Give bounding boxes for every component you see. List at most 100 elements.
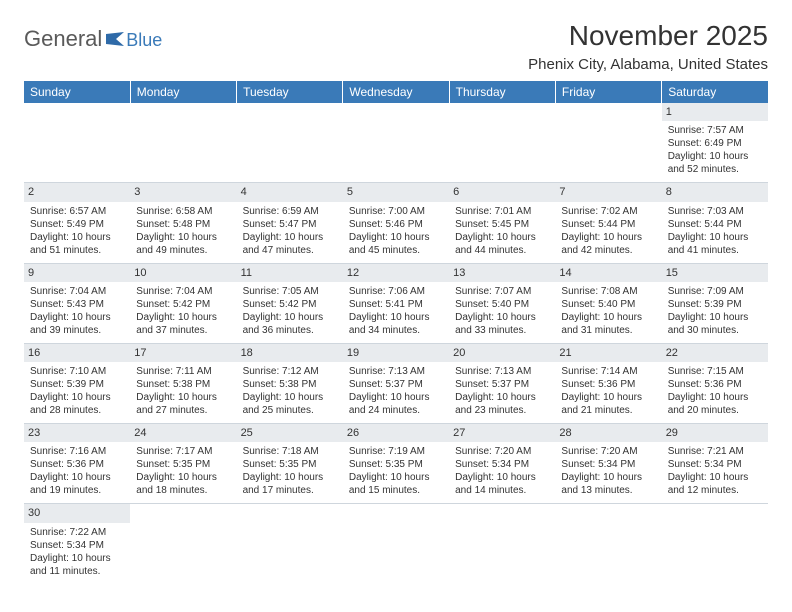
sunrise-text: Sunrise: 7:21 AM: [668, 445, 762, 458]
calendar-day: 4Sunrise: 6:59 AMSunset: 5:47 PMDaylight…: [237, 183, 343, 263]
daylight-text: and 25 minutes.: [243, 404, 337, 417]
day-number: 8: [662, 183, 768, 201]
sunset-text: Sunset: 5:38 PM: [136, 378, 230, 391]
sunrise-text: Sunrise: 7:18 AM: [243, 445, 337, 458]
day-number: 16: [24, 344, 130, 362]
daylight-text: Daylight: 10 hours: [349, 231, 443, 244]
daylight-text: Daylight: 10 hours: [349, 391, 443, 404]
calendar-empty: [662, 504, 768, 584]
calendar-day: 29Sunrise: 7:21 AMSunset: 5:34 PMDayligh…: [662, 424, 768, 504]
daylight-text: and 51 minutes.: [30, 244, 124, 257]
day-number: 21: [555, 344, 661, 362]
calendar-day: 22Sunrise: 7:15 AMSunset: 5:36 PMDayligh…: [662, 343, 768, 423]
day-number: 15: [662, 264, 768, 282]
calendar-day: 17Sunrise: 7:11 AMSunset: 5:38 PMDayligh…: [130, 343, 236, 423]
calendar-empty: [24, 103, 130, 183]
sunset-text: Sunset: 5:39 PM: [30, 378, 124, 391]
day-number: 5: [343, 183, 449, 201]
daylight-text: and 12 minutes.: [668, 484, 762, 497]
daylight-text: and 19 minutes.: [30, 484, 124, 497]
calendar-day: 13Sunrise: 7:07 AMSunset: 5:40 PMDayligh…: [449, 263, 555, 343]
calendar-week: 2Sunrise: 6:57 AMSunset: 5:49 PMDaylight…: [24, 183, 768, 263]
calendar-day: 28Sunrise: 7:20 AMSunset: 5:34 PMDayligh…: [555, 424, 661, 504]
calendar-day: 11Sunrise: 7:05 AMSunset: 5:42 PMDayligh…: [237, 263, 343, 343]
daylight-text: Daylight: 10 hours: [136, 231, 230, 244]
sunrise-text: Sunrise: 7:09 AM: [668, 285, 762, 298]
day-number: 24: [130, 424, 236, 442]
sunset-text: Sunset: 5:37 PM: [455, 378, 549, 391]
sunset-text: Sunset: 5:35 PM: [243, 458, 337, 471]
calendar-empty: [343, 504, 449, 584]
calendar-day: 12Sunrise: 7:06 AMSunset: 5:41 PMDayligh…: [343, 263, 449, 343]
sunset-text: Sunset: 5:49 PM: [30, 218, 124, 231]
day-number: 22: [662, 344, 768, 362]
daylight-text: Daylight: 10 hours: [30, 311, 124, 324]
daylight-text: Daylight: 10 hours: [668, 391, 762, 404]
day-number: 4: [237, 183, 343, 201]
sunset-text: Sunset: 5:36 PM: [561, 378, 655, 391]
sunset-text: Sunset: 5:34 PM: [30, 539, 124, 552]
daylight-text: and 41 minutes.: [668, 244, 762, 257]
sunrise-text: Sunrise: 7:14 AM: [561, 365, 655, 378]
daylight-text: and 30 minutes.: [668, 324, 762, 337]
daylight-text: Daylight: 10 hours: [30, 391, 124, 404]
sunset-text: Sunset: 5:38 PM: [243, 378, 337, 391]
daylight-text: Daylight: 10 hours: [30, 552, 124, 565]
daylight-text: Daylight: 10 hours: [561, 311, 655, 324]
calendar-empty: [130, 504, 236, 584]
daylight-text: Daylight: 10 hours: [30, 231, 124, 244]
calendar-empty: [237, 504, 343, 584]
sunset-text: Sunset: 5:36 PM: [30, 458, 124, 471]
daylight-text: Daylight: 10 hours: [136, 311, 230, 324]
sunset-text: Sunset: 5:42 PM: [136, 298, 230, 311]
calendar-day: 24Sunrise: 7:17 AMSunset: 5:35 PMDayligh…: [130, 424, 236, 504]
calendar-empty: [555, 504, 661, 584]
sunset-text: Sunset: 5:40 PM: [455, 298, 549, 311]
day-number: 26: [343, 424, 449, 442]
calendar-day: 9Sunrise: 7:04 AMSunset: 5:43 PMDaylight…: [24, 263, 130, 343]
daylight-text: and 39 minutes.: [30, 324, 124, 337]
sunset-text: Sunset: 5:43 PM: [30, 298, 124, 311]
daylight-text: and 21 minutes.: [561, 404, 655, 417]
calendar-day: 2Sunrise: 6:57 AMSunset: 5:49 PMDaylight…: [24, 183, 130, 263]
calendar-week: 9Sunrise: 7:04 AMSunset: 5:43 PMDaylight…: [24, 263, 768, 343]
daylight-text: Daylight: 10 hours: [455, 471, 549, 484]
day-number: 12: [343, 264, 449, 282]
calendar-day: 30Sunrise: 7:22 AMSunset: 5:34 PMDayligh…: [24, 504, 130, 584]
day-header: Friday: [555, 81, 661, 103]
daylight-text: and 13 minutes.: [561, 484, 655, 497]
daylight-text: Daylight: 10 hours: [243, 471, 337, 484]
calendar-week: 23Sunrise: 7:16 AMSunset: 5:36 PMDayligh…: [24, 424, 768, 504]
sunset-text: Sunset: 5:40 PM: [561, 298, 655, 311]
daylight-text: Daylight: 10 hours: [349, 471, 443, 484]
daylight-text: and 49 minutes.: [136, 244, 230, 257]
calendar-day: 27Sunrise: 7:20 AMSunset: 5:34 PMDayligh…: [449, 424, 555, 504]
sunset-text: Sunset: 5:34 PM: [455, 458, 549, 471]
daylight-text: Daylight: 10 hours: [561, 231, 655, 244]
sunrise-text: Sunrise: 7:05 AM: [243, 285, 337, 298]
calendar-header-row: SundayMondayTuesdayWednesdayThursdayFrid…: [24, 81, 768, 103]
calendar-day: 6Sunrise: 7:01 AMSunset: 5:45 PMDaylight…: [449, 183, 555, 263]
day-number: 18: [237, 344, 343, 362]
sunset-text: Sunset: 6:49 PM: [668, 137, 762, 150]
sunrise-text: Sunrise: 7:16 AM: [30, 445, 124, 458]
calendar-week: 16Sunrise: 7:10 AMSunset: 5:39 PMDayligh…: [24, 343, 768, 423]
day-header: Sunday: [24, 81, 130, 103]
day-number: 9: [24, 264, 130, 282]
daylight-text: Daylight: 10 hours: [136, 391, 230, 404]
sunset-text: Sunset: 5:48 PM: [136, 218, 230, 231]
sunrise-text: Sunrise: 7:12 AM: [243, 365, 337, 378]
daylight-text: and 11 minutes.: [30, 565, 124, 578]
daylight-text: Daylight: 10 hours: [455, 311, 549, 324]
calendar-day: 18Sunrise: 7:12 AMSunset: 5:38 PMDayligh…: [237, 343, 343, 423]
sunrise-text: Sunrise: 7:01 AM: [455, 205, 549, 218]
daylight-text: and 18 minutes.: [136, 484, 230, 497]
daylight-text: and 36 minutes.: [243, 324, 337, 337]
sunset-text: Sunset: 5:36 PM: [668, 378, 762, 391]
calendar-day: 19Sunrise: 7:13 AMSunset: 5:37 PMDayligh…: [343, 343, 449, 423]
sunset-text: Sunset: 5:39 PM: [668, 298, 762, 311]
day-number: 19: [343, 344, 449, 362]
calendar-day: 5Sunrise: 7:00 AMSunset: 5:46 PMDaylight…: [343, 183, 449, 263]
daylight-text: Daylight: 10 hours: [668, 231, 762, 244]
daylight-text: and 33 minutes.: [455, 324, 549, 337]
